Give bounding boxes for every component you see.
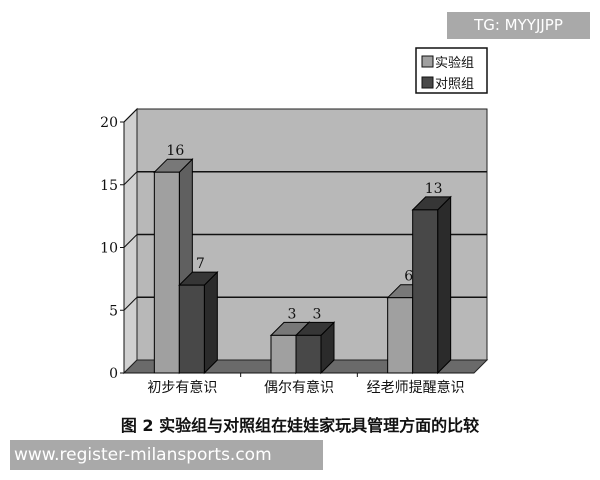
bar-side [203, 270, 218, 375]
figure-caption: 图 2 实验组与对照组在娃娃家玩具管理方面的比较 [120, 416, 480, 435]
y-tick-label: 15 [100, 178, 118, 194]
bar [295, 334, 322, 374]
bar-side [437, 195, 452, 375]
bar [387, 297, 414, 374]
data-label: 13 [425, 181, 443, 197]
bar [178, 284, 205, 374]
gridline-side [123, 171, 138, 186]
data-label: 3 [313, 306, 322, 322]
legend-swatch [421, 55, 434, 68]
bar [270, 334, 297, 374]
y-tick-label: 0 [109, 366, 118, 382]
watermark-top: TG: MYYJJPP [447, 12, 590, 39]
gridline-side [123, 296, 138, 311]
y-tick-label: 10 [100, 241, 118, 257]
gridline-side [123, 234, 138, 248]
y-tick-label: 20 [100, 115, 118, 131]
data-label: 3 [288, 306, 297, 322]
legend-label: 对照组 [435, 77, 474, 92]
x-tick-label: 经老师提醒意识 [367, 379, 465, 396]
bar [412, 209, 439, 374]
legend-label: 实验组 [435, 55, 474, 71]
data-label: 6 [404, 269, 413, 285]
legend-swatch [421, 76, 434, 89]
gridline-side [123, 108, 138, 123]
data-label: 7 [196, 256, 205, 272]
x-tick-label: 初步有意识 [147, 379, 217, 396]
data-label: 16 [166, 143, 184, 159]
x-tick-label: 偶尔有意识 [264, 379, 334, 396]
y-tick-label: 5 [109, 303, 118, 319]
watermark-bottom: www.register-milansports.com [10, 440, 323, 470]
bar [153, 171, 180, 374]
